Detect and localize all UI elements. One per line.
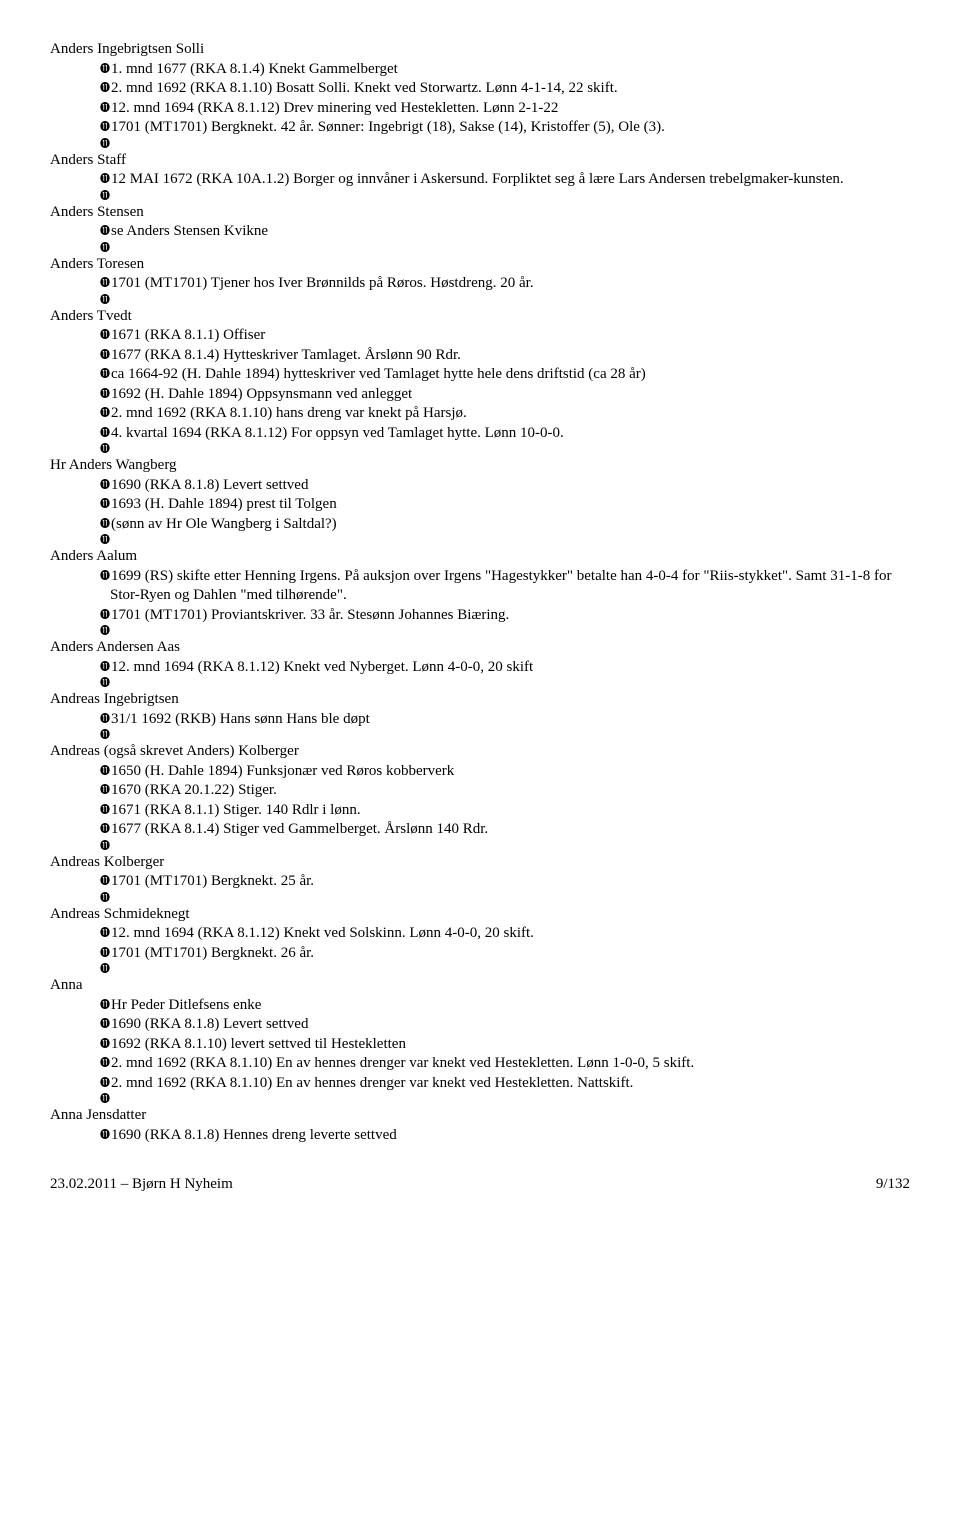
record-entry: ⓫Hr Peder Ditlefsens enke [100, 996, 910, 1016]
record-entry: ⓫1690 (RKA 8.1.8) Levert settved [100, 476, 910, 496]
bullet-icon: ⓫ [100, 226, 110, 237]
bullet-icon: ⓫ [100, 876, 110, 887]
record-entry: ⓫1690 (RKA 8.1.8) Levert settved [100, 1015, 910, 1035]
bullet-icon: ⓫ [100, 294, 910, 307]
bullet-icon: ⓫ [100, 610, 110, 621]
bullet-icon: ⓫ [100, 1058, 110, 1069]
bullet-icon: ⓫ [100, 480, 110, 491]
bullet-icon: ⓫ [100, 1078, 110, 1089]
bullet-icon: ⓫ [100, 64, 110, 75]
bullet-icon: ⓫ [100, 122, 110, 133]
bullet-icon: ⓫ [100, 1019, 110, 1030]
bullet-icon: ⓫ [100, 729, 910, 742]
bullet-icon: ⓫ [100, 805, 110, 816]
bullet-icon: ⓫ [100, 499, 110, 510]
record-entry: ⓫1670 (RKA 20.1.22) Stiger. [100, 781, 910, 801]
record-entry: ⓫1677 (RKA 8.1.4) Hytteskriver Tamlaget.… [100, 346, 910, 366]
bullet-icon: ⓫ [100, 408, 110, 419]
bullet-icon: ⓫ [100, 1039, 110, 1050]
page-footer: 23.02.2011 – Bjørn H Nyheim 9/132 [50, 1175, 910, 1195]
record-entry: ⓫2. mnd 1692 (RKA 8.1.10) Bosatt Solli. … [100, 79, 910, 99]
record-entry: ⓫1. mnd 1677 (RKA 8.1.4) Knekt Gammelber… [100, 60, 910, 80]
bullet-icon: ⓫ [100, 534, 910, 547]
bullet-icon: ⓫ [100, 443, 910, 456]
record-entry: ⓫4. kvartal 1694 (RKA 8.1.12) For oppsyn… [100, 424, 910, 444]
bullet-icon: ⓫ [100, 1000, 110, 1011]
record-entry: ⓫1701 (MT1701) Bergknekt. 26 år. [100, 944, 910, 964]
bullet-icon: ⓫ [100, 677, 910, 690]
record-entry: ⓫1701 (MT1701) Tjener hos Iver Brønnilds… [100, 274, 910, 294]
record-entry: ⓫2. mnd 1692 (RKA 8.1.10) En av hennes d… [100, 1074, 910, 1094]
bullet-icon: ⓫ [100, 174, 110, 185]
record-entry: ⓫se Anders Stensen Kvikne [100, 222, 910, 242]
record-entry: ⓫1671 (RKA 8.1.1) Offiser [100, 326, 910, 346]
record-entry: ⓫1699 (RS) skifte etter Henning Irgens. … [100, 567, 910, 606]
person-name: Anders Aalum [50, 547, 910, 567]
person-name: Andreas (også skrevet Anders) Kolberger [50, 742, 910, 762]
person-name: Anders Toresen [50, 255, 910, 275]
bullet-icon: ⓫ [100, 571, 110, 582]
bullet-icon: ⓫ [100, 369, 110, 380]
bullet-icon: ⓫ [100, 330, 110, 341]
record-entry: ⓫1677 (RKA 8.1.4) Stiger ved Gammelberge… [100, 820, 910, 840]
footer-page-number: 9/132 [876, 1175, 910, 1195]
person-name: Andreas Ingebrigtsen [50, 690, 910, 710]
person-name: Anders Andersen Aas [50, 638, 910, 658]
record-entry: ⓫12 MAI 1672 (RKA 10A.1.2) Borger og inn… [100, 170, 910, 190]
person-name: Anna [50, 976, 910, 996]
record-entry: ⓫12. mnd 1694 (RKA 8.1.12) Knekt ved Sol… [100, 924, 910, 944]
bullet-icon: ⓫ [100, 190, 910, 203]
footer-date-author: 23.02.2011 – Bjørn H Nyheim [50, 1175, 233, 1195]
person-name: Anna Jensdatter [50, 1106, 910, 1126]
record-entry: ⓫12. mnd 1694 (RKA 8.1.12) Drev minering… [100, 99, 910, 119]
bullet-icon: ⓫ [100, 785, 110, 796]
bullet-icon: ⓫ [100, 83, 110, 94]
bullet-icon: ⓫ [100, 662, 110, 673]
bullet-icon: ⓫ [100, 138, 910, 151]
bullet-icon: ⓫ [100, 103, 110, 114]
person-name: Hr Anders Wangberg [50, 456, 910, 476]
bullet-icon: ⓫ [100, 1093, 910, 1106]
person-name: Anders Tvedt [50, 307, 910, 327]
record-entry: ⓫12. mnd 1694 (RKA 8.1.12) Knekt ved Nyb… [100, 658, 910, 678]
person-name: Anders Ingebrigtsen Solli [50, 40, 910, 60]
bullet-icon: ⓫ [100, 625, 910, 638]
record-entry: ⓫1701 (MT1701) Bergknekt. 25 år. [100, 872, 910, 892]
bullet-icon: ⓫ [100, 892, 910, 905]
bullet-icon: ⓫ [100, 766, 110, 777]
person-name: Anders Staff [50, 151, 910, 171]
record-entry: ⓫1693 (H. Dahle 1894) prest til Tolgen [100, 495, 910, 515]
record-entry: ⓫1690 (RKA 8.1.8) Hennes dreng leverte s… [100, 1126, 910, 1146]
record-entry: ⓫1701 (MT1701) Bergknekt. 42 år. Sønner:… [100, 118, 910, 138]
record-entry: ⓫(sønn av Hr Ole Wangberg i Saltdal?) [100, 515, 910, 535]
record-entry: ⓫1671 (RKA 8.1.1) Stiger. 140 Rdlr i løn… [100, 801, 910, 821]
bullet-icon: ⓫ [100, 840, 910, 853]
bullet-icon: ⓫ [100, 714, 110, 725]
record-entry: ⓫31/1 1692 (RKB) Hans sønn Hans ble døpt [100, 710, 910, 730]
bullet-icon: ⓫ [100, 1130, 110, 1141]
record-entry: ⓫1701 (MT1701) Proviantskriver. 33 år. S… [100, 606, 910, 626]
bullet-icon: ⓫ [100, 428, 110, 439]
record-entry: ⓫2. mnd 1692 (RKA 8.1.10) hans dreng var… [100, 404, 910, 424]
record-entry: ⓫1692 (RKA 8.1.10) levert settved til He… [100, 1035, 910, 1055]
record-entry: ⓫ca 1664-92 (H. Dahle 1894) hytteskriver… [100, 365, 910, 385]
bullet-icon: ⓫ [100, 928, 110, 939]
person-name: Andreas Schmideknegt [50, 905, 910, 925]
record-entry: ⓫1692 (H. Dahle 1894) Oppsynsmann ved an… [100, 385, 910, 405]
bullet-icon: ⓫ [100, 389, 110, 400]
bullet-icon: ⓫ [100, 519, 110, 530]
record-entry: ⓫1650 (H. Dahle 1894) Funksjonær ved Rør… [100, 762, 910, 782]
record-entry: ⓫2. mnd 1692 (RKA 8.1.10) En av hennes d… [100, 1054, 910, 1074]
document-body: Anders Ingebrigtsen Solli⓫1. mnd 1677 (R… [50, 40, 910, 1145]
person-name: Andreas Kolberger [50, 853, 910, 873]
bullet-icon: ⓫ [100, 350, 110, 361]
bullet-icon: ⓫ [100, 278, 110, 289]
bullet-icon: ⓫ [100, 242, 910, 255]
bullet-icon: ⓫ [100, 963, 910, 976]
person-name: Anders Stensen [50, 203, 910, 223]
bullet-icon: ⓫ [100, 948, 110, 959]
bullet-icon: ⓫ [100, 824, 110, 835]
